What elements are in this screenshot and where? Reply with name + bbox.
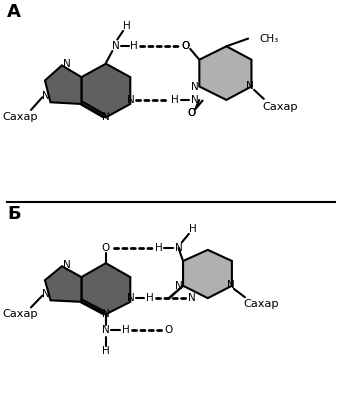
Polygon shape [199,46,251,100]
Text: N: N [112,41,119,51]
Text: O: O [182,41,190,51]
Text: Сахар: Сахар [244,299,279,309]
Text: Сахар: Сахар [2,112,38,122]
Polygon shape [183,250,232,298]
Text: N: N [42,289,50,299]
Text: N: N [127,95,135,105]
Polygon shape [81,263,130,314]
Text: N: N [102,112,110,122]
Text: N: N [191,82,199,92]
Text: N: N [42,90,50,101]
Text: N: N [227,280,235,290]
Text: N: N [191,95,199,105]
Text: H: H [122,325,130,335]
Text: N: N [175,243,182,253]
Text: N: N [63,260,71,270]
Text: N: N [127,293,135,303]
Text: H: H [122,21,130,31]
Text: N: N [102,309,110,319]
Text: N: N [102,325,110,335]
Polygon shape [81,64,130,118]
Text: N: N [188,293,196,303]
Text: H: H [146,293,154,303]
Text: H: H [130,41,138,51]
Text: Б: Б [7,205,21,223]
Text: H: H [171,95,179,105]
Text: O: O [187,108,196,118]
Text: N: N [246,80,254,90]
Text: O: O [165,325,173,335]
Text: H: H [189,225,197,234]
Text: O: O [182,41,190,51]
Text: CH₃: CH₃ [259,34,278,44]
Text: O: O [102,243,110,253]
Text: Сахар: Сахар [2,309,38,319]
Text: O: O [187,108,196,118]
Polygon shape [45,266,81,302]
Text: А: А [7,3,21,21]
Text: N: N [175,281,183,291]
Text: N: N [63,59,71,69]
Text: H: H [102,346,110,356]
Polygon shape [45,65,81,104]
Text: H: H [155,243,163,253]
Text: Сахар: Сахар [262,102,298,112]
